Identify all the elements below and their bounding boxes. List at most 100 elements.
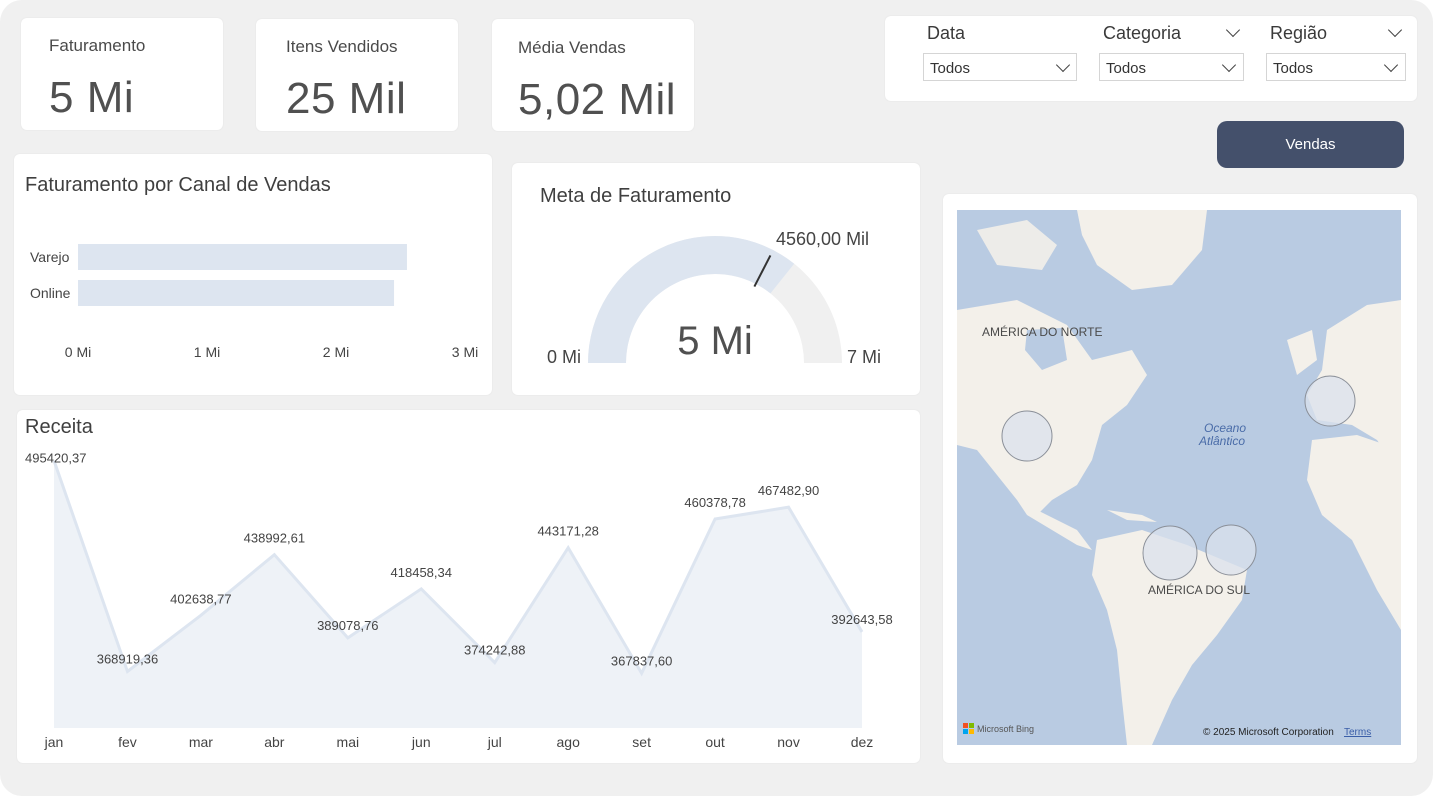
channel-tick-label: 2 Mi bbox=[323, 344, 349, 360]
microsoft-logo-square bbox=[969, 729, 974, 734]
map-land-central-america bbox=[1017, 500, 1092, 550]
receita-area-chart: 495420,37 jan 368919,36 fev 402638,77 mar 4389… bbox=[25, 451, 893, 750]
gauge-value: 5 Mi bbox=[677, 319, 753, 363]
bing-label: Microsoft Bing bbox=[977, 724, 1034, 734]
map-card: AMÉRICA DO NORTE AMÉRICA DO SUL Oceano A… bbox=[943, 194, 1417, 763]
receita-data-label: 418458,34 bbox=[391, 565, 452, 580]
receita-data-label: 495420,37 bbox=[25, 451, 86, 466]
receita-data-label: 460378,78 bbox=[684, 495, 745, 510]
receita-tick-label: dez bbox=[851, 734, 874, 750]
receita-area-fill bbox=[54, 460, 862, 728]
map-bubble[interactable] bbox=[1001, 410, 1053, 462]
map-terms-link[interactable]: Terms bbox=[1344, 727, 1371, 738]
filters-panel: Data Todos Categoria Todos Região Todos bbox=[885, 16, 1417, 101]
chevron-down-icon[interactable] bbox=[1387, 22, 1403, 38]
chevron-down-icon bbox=[1383, 57, 1399, 73]
filter-data-value: Todos bbox=[930, 60, 971, 77]
map-land-africa bbox=[1307, 435, 1401, 630]
map-land-north-america bbox=[957, 300, 1147, 515]
filter-regiao-label: Região bbox=[1270, 23, 1328, 43]
kpi-value: 5,02 Mil bbox=[518, 75, 677, 124]
receita-data-label: 368919,36 bbox=[97, 651, 158, 666]
gauge-target-marker bbox=[753, 254, 772, 288]
receita-tick-label: abr bbox=[264, 734, 285, 750]
map-label-ocean-line2: Atlântico bbox=[1198, 434, 1245, 448]
map-land-arctic-islands bbox=[977, 220, 1057, 270]
map-copyright: © 2025 Microsoft Corporation bbox=[1203, 727, 1334, 738]
channel-chart-card: Faturamento por Canal de Vendas Varejo On… bbox=[14, 154, 492, 395]
channel-chart-title: Faturamento por Canal de Vendas bbox=[25, 174, 331, 196]
receita-data-label: 438992,61 bbox=[244, 531, 305, 546]
receita-data-label: 389078,76 bbox=[317, 618, 378, 633]
gauge-target-label: 4560,00 Mil bbox=[776, 229, 869, 249]
gauge-chart: 4560,00 Mil 5 Mi 0 Mi 7 Mi bbox=[547, 229, 881, 367]
channel-tick-label: 0 Mi bbox=[65, 344, 91, 360]
receita-chart-title: Receita bbox=[25, 416, 93, 438]
receita-tick-label: fev bbox=[118, 734, 137, 750]
map-land-south-america bbox=[1092, 530, 1247, 745]
receita-data-label: 443171,28 bbox=[537, 524, 598, 539]
map-bubble[interactable] bbox=[1205, 524, 1257, 576]
kpi-card-media-vendas[interactable]: Média Vendas 5,02 Mil bbox=[492, 19, 694, 131]
channel-bar[interactable] bbox=[78, 244, 407, 270]
map-label-north-america: AMÉRICA DO NORTE bbox=[982, 324, 1102, 339]
receita-line[interactable] bbox=[52, 460, 864, 677]
microsoft-logo-square bbox=[969, 723, 974, 728]
channel-tick-label: 3 Mi bbox=[452, 344, 478, 360]
map-label-south-america: AMÉRICA DO SUL bbox=[1148, 582, 1250, 597]
receita-tick-label: set bbox=[632, 734, 651, 750]
kpi-value: 5 Mi bbox=[49, 73, 135, 122]
gauge-card: Meta de Faturamento 4560,00 Mil 5 Mi 0 Mi 7… bbox=[512, 163, 920, 395]
channel-bar-chart: Varejo Online 0 Mi 1 Mi 2 Mi 3 Mi bbox=[30, 244, 478, 360]
map-land-british-isles bbox=[1287, 330, 1317, 375]
receita-tick-label: mai bbox=[337, 734, 360, 750]
channel-bar[interactable] bbox=[78, 280, 395, 306]
vendas-button[interactable]: Vendas bbox=[1217, 121, 1404, 168]
receita-tick-label: jan bbox=[44, 734, 64, 750]
filter-categoria-dropdown[interactable]: Todos bbox=[1099, 53, 1244, 81]
map-bubble[interactable] bbox=[1142, 525, 1198, 581]
gauge-min-label: 0 Mi bbox=[547, 347, 581, 367]
gauge-fill bbox=[588, 235, 795, 363]
microsoft-logo-square bbox=[963, 729, 968, 734]
kpi-card-faturamento[interactable]: Faturamento 5 Mi bbox=[21, 18, 223, 130]
channel-bar-label: Online bbox=[30, 285, 71, 301]
filter-data-label: Data bbox=[927, 23, 966, 43]
map-water-hudson bbox=[1025, 328, 1067, 370]
gauge-title: Meta de Faturamento bbox=[540, 185, 732, 207]
receita-chart-card: Receita 495420,37 jan 368919,36 fev 402638,7… bbox=[17, 410, 920, 763]
map-land-europe bbox=[1307, 300, 1401, 475]
receita-tick-label: out bbox=[705, 734, 725, 750]
chevron-down-icon[interactable] bbox=[1225, 22, 1241, 38]
kpi-title: Itens Vendidos bbox=[286, 37, 398, 56]
receita-data-label: 374242,88 bbox=[464, 643, 525, 658]
receita-tick-label: jul bbox=[487, 734, 502, 750]
receita-tick-label: jun bbox=[411, 734, 431, 750]
receita-data-label: 467482,90 bbox=[758, 483, 819, 498]
kpi-title: Média Vendas bbox=[518, 38, 626, 57]
receita-data-label: 392643,58 bbox=[831, 612, 892, 627]
receita-tick-label: nov bbox=[777, 734, 800, 750]
map-land-caribbean bbox=[1107, 510, 1157, 522]
map-view[interactable]: AMÉRICA DO NORTE AMÉRICA DO SUL Oceano A… bbox=[957, 210, 1401, 745]
receita-data-label: 402638,77 bbox=[170, 591, 231, 606]
kpi-title: Faturamento bbox=[49, 36, 146, 55]
receita-tick-label: mar bbox=[189, 734, 213, 750]
chevron-down-icon bbox=[1055, 57, 1071, 73]
channel-bar-label: Varejo bbox=[30, 249, 70, 265]
receita-tick-label: ago bbox=[557, 734, 581, 750]
chevron-down-icon bbox=[1221, 57, 1237, 73]
receita-data-label: 367837,60 bbox=[611, 653, 672, 668]
filter-regiao-dropdown[interactable]: Todos bbox=[1266, 53, 1406, 81]
map-bubble[interactable] bbox=[1304, 375, 1356, 427]
map-label-ocean-line1: Oceano bbox=[1204, 421, 1246, 435]
filter-categoria-value: Todos bbox=[1106, 60, 1147, 77]
kpi-card-itens-vendidos[interactable]: Itens Vendidos 25 Mil bbox=[256, 19, 458, 131]
filter-data-dropdown[interactable]: Todos bbox=[923, 53, 1077, 81]
filter-categoria-label: Categoria bbox=[1103, 23, 1182, 43]
filter-regiao-value: Todos bbox=[1273, 60, 1314, 77]
kpi-value: 25 Mil bbox=[286, 74, 407, 123]
map-land-greenland bbox=[1077, 210, 1207, 290]
channel-tick-label: 1 Mi bbox=[194, 344, 220, 360]
